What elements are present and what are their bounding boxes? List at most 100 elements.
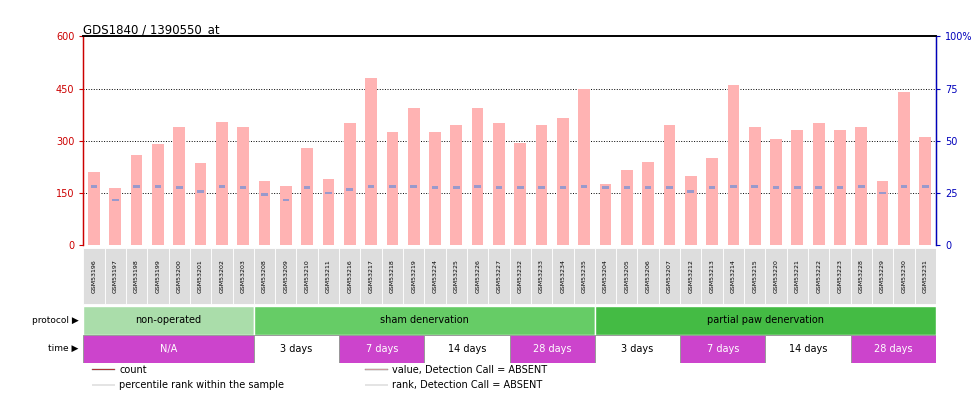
- Bar: [851, 335, 936, 363]
- Text: time ▶: time ▶: [48, 344, 78, 353]
- Text: GSM53219: GSM53219: [412, 259, 416, 292]
- Text: GSM53210: GSM53210: [305, 259, 310, 292]
- Text: GSM53224: GSM53224: [432, 259, 437, 293]
- Bar: [125, 248, 147, 304]
- Text: GSM53201: GSM53201: [198, 259, 203, 292]
- Bar: [339, 335, 424, 363]
- Bar: [301, 148, 313, 245]
- Bar: [453, 186, 460, 189]
- Text: GSM53213: GSM53213: [710, 259, 714, 292]
- Bar: [389, 185, 396, 188]
- Bar: [240, 186, 246, 189]
- Bar: [834, 130, 846, 245]
- Bar: [901, 185, 907, 188]
- Text: GSM53208: GSM53208: [262, 259, 267, 292]
- Text: count: count: [120, 365, 147, 375]
- Text: GSM53209: GSM53209: [283, 259, 288, 292]
- Text: GSM53216: GSM53216: [347, 259, 352, 292]
- Text: GDS1840 / 1390550_at: GDS1840 / 1390550_at: [83, 23, 220, 36]
- Bar: [92, 369, 115, 370]
- Bar: [322, 179, 334, 245]
- Bar: [368, 185, 374, 188]
- Bar: [666, 186, 672, 189]
- Bar: [296, 248, 318, 304]
- Bar: [259, 181, 270, 245]
- Bar: [361, 248, 382, 304]
- Text: GSM53226: GSM53226: [475, 259, 480, 292]
- Bar: [282, 198, 289, 201]
- Text: GSM53214: GSM53214: [731, 259, 736, 292]
- Bar: [749, 127, 760, 245]
- Bar: [173, 127, 185, 245]
- Text: GSM53205: GSM53205: [624, 259, 629, 292]
- Bar: [514, 143, 526, 245]
- Bar: [110, 188, 122, 245]
- Bar: [595, 335, 680, 363]
- Bar: [581, 185, 587, 188]
- Bar: [105, 248, 125, 304]
- Bar: [517, 186, 523, 189]
- Bar: [366, 78, 377, 245]
- Bar: [578, 89, 590, 245]
- Bar: [773, 186, 779, 189]
- Bar: [429, 132, 441, 245]
- Bar: [538, 186, 545, 189]
- Text: GSM53221: GSM53221: [795, 259, 800, 292]
- Bar: [130, 155, 142, 245]
- Bar: [216, 122, 227, 245]
- Bar: [752, 185, 758, 188]
- Bar: [815, 186, 822, 189]
- Bar: [702, 248, 723, 304]
- Bar: [794, 186, 801, 189]
- Bar: [744, 248, 765, 304]
- Text: GSM53232: GSM53232: [517, 259, 522, 293]
- Text: GSM53212: GSM53212: [688, 259, 693, 292]
- Bar: [195, 164, 207, 245]
- Bar: [83, 335, 254, 363]
- Bar: [765, 248, 787, 304]
- Text: 7 days: 7 days: [707, 344, 739, 354]
- Text: value, Detection Call = ABSENT: value, Detection Call = ABSENT: [392, 365, 547, 375]
- Text: GSM53206: GSM53206: [646, 259, 651, 292]
- Text: GSM53196: GSM53196: [91, 259, 96, 292]
- Bar: [424, 248, 446, 304]
- Bar: [347, 188, 353, 191]
- Text: GSM53197: GSM53197: [113, 259, 118, 292]
- Text: 28 days: 28 days: [874, 344, 912, 354]
- Text: GSM53199: GSM53199: [156, 259, 161, 292]
- Text: GSM53229: GSM53229: [880, 259, 885, 293]
- Bar: [318, 248, 339, 304]
- Bar: [510, 248, 531, 304]
- Bar: [510, 335, 595, 363]
- Text: partial paw denervation: partial paw denervation: [707, 315, 824, 325]
- Bar: [663, 125, 675, 245]
- Bar: [493, 124, 505, 245]
- Bar: [386, 132, 398, 245]
- Text: N/A: N/A: [160, 344, 177, 354]
- Text: GSM53215: GSM53215: [753, 259, 758, 292]
- Text: non-operated: non-operated: [135, 315, 202, 325]
- Bar: [765, 335, 851, 363]
- Bar: [879, 192, 886, 194]
- Bar: [851, 248, 872, 304]
- Bar: [792, 130, 804, 245]
- Bar: [659, 248, 680, 304]
- Bar: [872, 248, 894, 304]
- Bar: [446, 248, 467, 304]
- Text: 3 days: 3 days: [280, 344, 313, 354]
- Text: GSM53207: GSM53207: [667, 259, 672, 292]
- Bar: [112, 198, 119, 201]
- Bar: [254, 335, 339, 363]
- Bar: [88, 172, 100, 245]
- Text: GSM53220: GSM53220: [773, 259, 778, 292]
- Bar: [685, 176, 697, 245]
- Text: GSM53230: GSM53230: [902, 259, 906, 292]
- Bar: [616, 248, 638, 304]
- Text: 14 days: 14 days: [789, 344, 827, 354]
- Text: GSM53228: GSM53228: [858, 259, 863, 292]
- Text: 3 days: 3 days: [621, 344, 654, 354]
- Text: GSM53217: GSM53217: [368, 259, 373, 292]
- Bar: [254, 306, 595, 335]
- Bar: [623, 186, 630, 189]
- Bar: [808, 248, 829, 304]
